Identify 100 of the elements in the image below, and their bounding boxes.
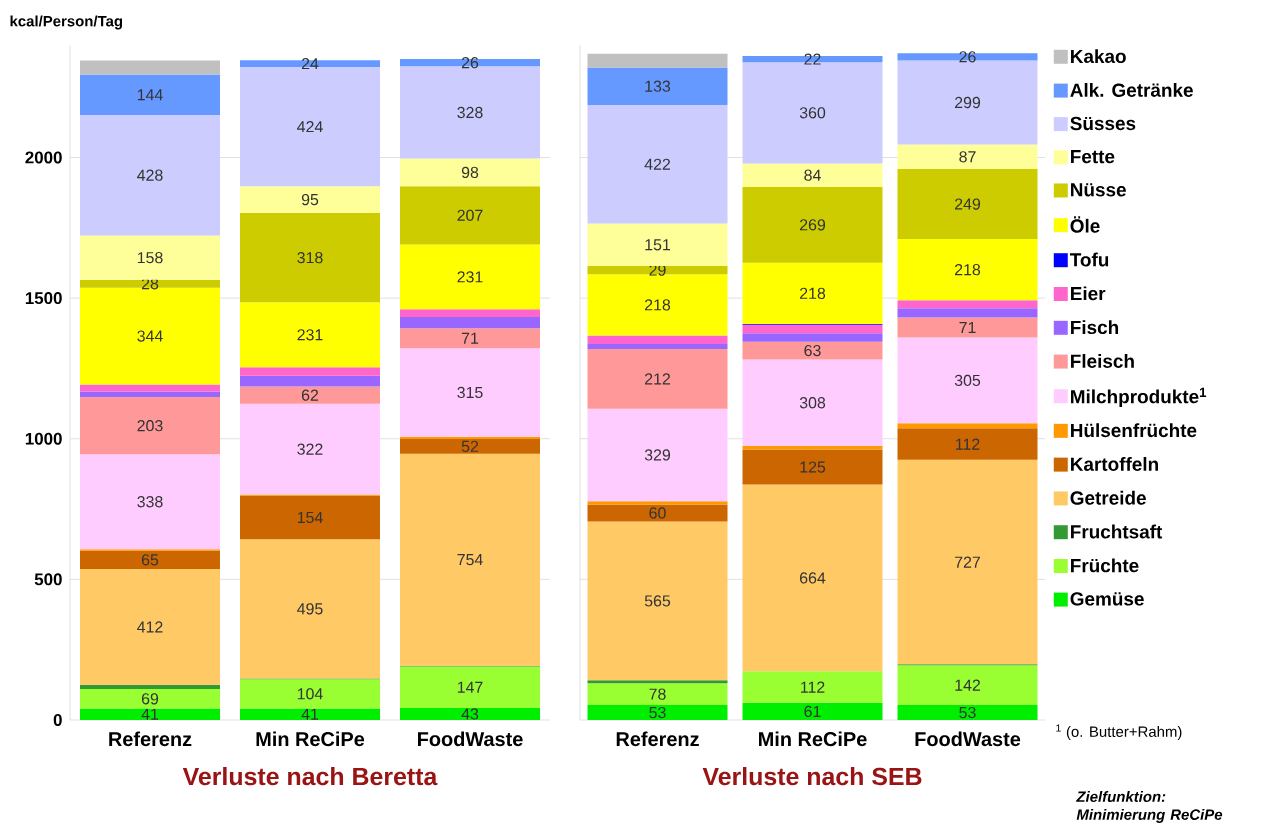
bar bbox=[742, 55, 883, 63]
bar bbox=[80, 74, 220, 116]
bar bbox=[587, 53, 728, 68]
bar bbox=[897, 459, 1038, 665]
legend-label: Süsses bbox=[1070, 116, 1136, 131]
bar bbox=[240, 495, 380, 540]
data-label: 24 bbox=[301, 57, 319, 70]
bar bbox=[400, 244, 540, 310]
data-label: 328 bbox=[457, 106, 483, 119]
data-label: 26 bbox=[959, 51, 976, 63]
data-label: 71 bbox=[959, 322, 976, 333]
bar bbox=[587, 521, 728, 681]
bar bbox=[897, 308, 1038, 318]
bar bbox=[80, 384, 220, 392]
bar bbox=[742, 187, 883, 263]
legend-label: Getreide bbox=[1070, 490, 1146, 505]
data-label: 87 bbox=[959, 151, 976, 163]
data-label: 158 bbox=[137, 251, 163, 264]
x-tick-label: FoodWaste bbox=[418, 731, 523, 747]
data-label: 98 bbox=[461, 166, 479, 179]
data-label: 218 bbox=[800, 287, 826, 299]
bar bbox=[240, 679, 380, 709]
y-tick-label: 2000 bbox=[25, 151, 62, 164]
data-label: 84 bbox=[804, 169, 821, 181]
data-label: 495 bbox=[297, 603, 323, 615]
bar bbox=[897, 705, 1038, 720]
data-label: 338 bbox=[137, 496, 163, 508]
bar bbox=[80, 454, 220, 550]
bar bbox=[587, 680, 728, 684]
data-label: 104 bbox=[297, 688, 323, 700]
data-label: 112 bbox=[956, 438, 980, 450]
data-label: 231 bbox=[457, 271, 483, 283]
bar bbox=[742, 671, 883, 703]
data-label: 63 bbox=[804, 344, 821, 357]
x-tick-label: Min ReCiPe bbox=[759, 731, 867, 747]
data-label: 231 bbox=[297, 329, 323, 341]
data-label: 305 bbox=[954, 374, 981, 387]
bar bbox=[400, 453, 540, 666]
legend-label: Kartoffeln bbox=[1071, 457, 1158, 471]
bar bbox=[897, 144, 1038, 170]
legend-label: Gemüse bbox=[1070, 592, 1144, 606]
legend-label: Fruchtsaft bbox=[1071, 524, 1163, 539]
y-tick-label: 0 bbox=[53, 714, 62, 726]
bar bbox=[587, 223, 728, 267]
bar bbox=[240, 60, 380, 67]
y-tick-label: 1000 bbox=[25, 432, 62, 445]
bar bbox=[587, 104, 728, 224]
x-axis-title: Verluste nach SEB bbox=[702, 766, 922, 786]
data-label: 565 bbox=[644, 595, 671, 607]
data-label: 62 bbox=[301, 389, 319, 401]
data-label: 754 bbox=[457, 554, 483, 566]
bar bbox=[587, 705, 728, 720]
data-label: 424 bbox=[297, 120, 323, 133]
bar bbox=[400, 309, 540, 317]
bar bbox=[897, 169, 1038, 240]
legend-label: Früchte bbox=[1071, 558, 1139, 573]
text: Zielfunktion: Minimierung ReCiPe bbox=[1076, 791, 1223, 823]
legend-label: Milchprodukte$^{1}$ bbox=[1071, 387, 1207, 408]
legend-label: Fleisch bbox=[1071, 353, 1134, 368]
bar bbox=[742, 449, 883, 485]
bar bbox=[587, 349, 728, 409]
bar bbox=[587, 335, 728, 344]
x-tick-label: Referenz bbox=[109, 731, 192, 747]
data-label: 315 bbox=[457, 386, 483, 399]
bar bbox=[587, 266, 728, 275]
bar bbox=[742, 333, 883, 342]
bar bbox=[742, 341, 883, 360]
legend-label: Eier bbox=[1071, 286, 1106, 301]
bar bbox=[240, 375, 380, 387]
bar bbox=[897, 665, 1038, 706]
legend-label: Fette bbox=[1071, 150, 1115, 164]
bar bbox=[240, 403, 380, 495]
bar bbox=[400, 186, 540, 245]
bar bbox=[240, 186, 380, 213]
bar bbox=[400, 348, 540, 437]
bar bbox=[240, 367, 380, 376]
data-label: 249 bbox=[955, 198, 981, 210]
data-label: 43 bbox=[461, 708, 479, 720]
data-label: 65 bbox=[141, 554, 159, 566]
data-label: 344 bbox=[137, 330, 163, 342]
bar bbox=[897, 317, 1038, 338]
data-label: 151 bbox=[645, 239, 671, 251]
bar bbox=[587, 343, 728, 350]
data-label: 61 bbox=[804, 705, 821, 718]
x-axis-title: Verluste nach Beretta bbox=[182, 766, 438, 786]
data-label: 41 bbox=[141, 708, 159, 720]
bar bbox=[80, 684, 220, 690]
data-label: 53 bbox=[649, 706, 666, 719]
legend-label: Tofu bbox=[1069, 252, 1109, 267]
bar bbox=[587, 67, 728, 105]
bar bbox=[80, 279, 220, 288]
data-label: 154 bbox=[297, 511, 323, 524]
data-label: 22 bbox=[804, 53, 821, 65]
legend-label: Hülsenfrüchte bbox=[1071, 423, 1197, 438]
y-axis-title: kcal/Person/Tag bbox=[10, 15, 123, 30]
bar bbox=[587, 408, 728, 502]
bar bbox=[897, 53, 1038, 61]
data-label: 78 bbox=[649, 688, 666, 700]
legend-label: Alk. Getränke bbox=[1070, 82, 1193, 97]
bar bbox=[742, 324, 883, 334]
